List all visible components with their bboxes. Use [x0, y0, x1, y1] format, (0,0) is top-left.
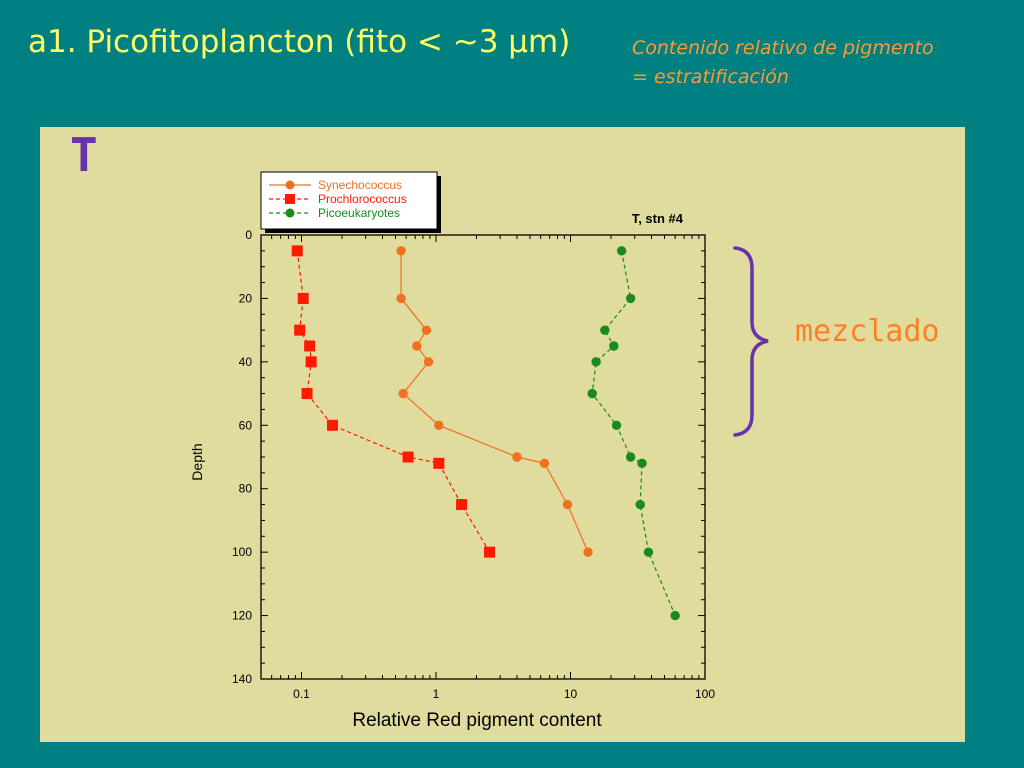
data-point-picoeukaryotes — [625, 293, 636, 304]
y-axis-label: Depth — [189, 443, 205, 480]
chart-title: T, stn #4 — [632, 211, 684, 226]
legend-label-picoeukaryotes: Picoeukaryotes — [318, 206, 400, 220]
data-point-prochlorococcus — [484, 546, 496, 558]
data-point-synechococcus — [421, 325, 432, 335]
data-point-prochlorococcus — [297, 292, 309, 304]
data-point-synechococcus — [539, 458, 550, 469]
y-tick-label: 120 — [232, 609, 252, 623]
series-picoeukaryotes — [587, 246, 680, 621]
x-tick-label: 10 — [564, 687, 578, 701]
legend-label-synechococcus: Synechococcus — [318, 178, 402, 192]
data-point-synechococcus — [512, 452, 522, 462]
series-layer — [291, 245, 680, 621]
data-point-prochlorococcus — [294, 324, 306, 336]
data-point-synechococcus — [423, 357, 434, 367]
legend-marker-synechococcus — [285, 180, 295, 190]
series-prochlorococcus — [291, 245, 496, 558]
data-point-picoeukaryotes — [625, 452, 636, 462]
series-line-prochlorococcus — [296, 250, 491, 553]
data-point-synechococcus — [434, 420, 444, 430]
series-line-synechococcus — [400, 250, 589, 553]
y-tick-label: 80 — [239, 482, 253, 496]
x-tick-label: 100 — [695, 687, 715, 701]
chart-panel — [40, 127, 965, 742]
data-point-prochlorococcus — [326, 419, 338, 431]
mezclado-label: mezclado — [795, 314, 940, 349]
slide-title: a1. Picofitoplancton (fito < ~3 µm) — [28, 24, 571, 60]
data-point-picoeukaryotes — [670, 610, 680, 621]
panel-letter: T — [70, 128, 98, 182]
mezclado-bracket — [733, 246, 769, 437]
plot-frame — [260, 234, 706, 680]
axes-layer: 0 20 40 60 80 100 120 140 0.1 1 10 100 — [232, 228, 715, 701]
data-point-prochlorococcus — [291, 245, 303, 257]
y-tick-label: 20 — [239, 291, 253, 305]
data-point-synechococcus — [562, 499, 573, 510]
data-point-synechococcus — [396, 246, 406, 256]
subtitle-line-2: = estratificación — [632, 66, 789, 88]
subtitle-line-1: Contenido relativo de pigmento — [632, 37, 934, 59]
y-tick-label: 40 — [239, 355, 253, 369]
x-tick-label: 1 — [433, 687, 440, 701]
data-point-prochlorococcus — [305, 356, 317, 368]
series-synechococcus — [396, 246, 593, 557]
data-point-picoeukaryotes — [635, 499, 645, 510]
data-point-synechococcus — [398, 388, 408, 399]
data-point-synechococcus — [412, 341, 422, 351]
data-point-picoeukaryotes — [616, 246, 627, 256]
legend-marker-prochlorococcus — [285, 194, 295, 204]
data-point-picoeukaryotes — [637, 458, 647, 469]
legend-layer: SynechococcusProchlorococcusPicoeukaryot… — [260, 171, 441, 233]
y-tick-label: 0 — [245, 228, 252, 242]
y-tick-label: 100 — [232, 545, 252, 559]
data-point-picoeukaryotes — [587, 388, 597, 399]
x-axis-label: Relative Red pigment content — [352, 710, 602, 731]
data-point-prochlorococcus — [433, 457, 445, 469]
data-point-picoeukaryotes — [643, 547, 654, 557]
data-point-picoeukaryotes — [600, 325, 610, 335]
slide-subtitle: Contenido relativo de pigmento = estrati… — [632, 34, 934, 92]
legend-marker-picoeukaryotes — [285, 208, 295, 218]
y-tick-label: 60 — [239, 418, 253, 432]
data-point-picoeukaryotes — [609, 341, 619, 351]
legend-label-prochlorococcus: Prochlorococcus — [318, 192, 407, 206]
data-point-prochlorococcus — [456, 499, 468, 511]
y-tick-label: 140 — [232, 672, 252, 686]
x-tick-label: 0.1 — [293, 687, 310, 701]
data-point-synechococcus — [583, 547, 593, 557]
data-point-prochlorococcus — [304, 340, 316, 352]
data-point-picoeukaryotes — [611, 420, 622, 430]
data-point-picoeukaryotes — [591, 357, 601, 367]
data-point-prochlorococcus — [402, 451, 414, 463]
data-point-synechococcus — [396, 293, 406, 304]
series-line-picoeukaryotes — [591, 250, 676, 616]
data-point-prochlorococcus — [301, 388, 313, 400]
